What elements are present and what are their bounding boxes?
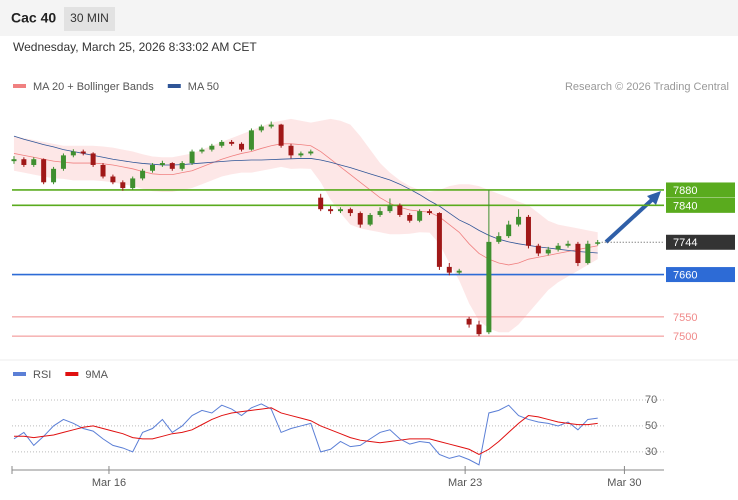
timestamp: Wednesday, March 25, 2026 8:33:02 AM CET bbox=[13, 40, 257, 54]
candle-body bbox=[189, 151, 195, 164]
candle-body bbox=[199, 149, 205, 152]
candle-body bbox=[565, 243, 571, 246]
interval-button[interactable] bbox=[64, 7, 115, 31]
y-tick-label: 70 bbox=[645, 394, 657, 406]
rsi-line bbox=[13, 403, 598, 466]
x-tick-label: Mar 16 bbox=[92, 477, 126, 489]
candle-body bbox=[308, 151, 314, 154]
candle-body bbox=[555, 245, 561, 250]
arrow-head bbox=[647, 191, 661, 205]
rsi-line bbox=[13, 407, 598, 456]
legend-label: MA 20 + Bollinger Bands bbox=[33, 81, 154, 93]
level-box bbox=[666, 182, 735, 198]
interval[interactable]: 30 MIN bbox=[70, 11, 109, 25]
candle-body bbox=[585, 243, 591, 264]
y-tick-label: 50 bbox=[645, 420, 657, 432]
candle-body bbox=[575, 243, 581, 264]
legend-label: MA 50 bbox=[188, 81, 219, 93]
candle-body bbox=[140, 170, 146, 179]
candle-body bbox=[397, 205, 403, 215]
legend-swatch bbox=[13, 372, 26, 376]
y-tick-label: 30 bbox=[645, 446, 657, 458]
arrow bbox=[604, 195, 657, 244]
level-label: 7550 bbox=[673, 312, 697, 324]
candle-body bbox=[179, 163, 185, 169]
candle-body bbox=[525, 216, 531, 246]
level-box bbox=[666, 267, 735, 283]
level-label: 7840 bbox=[673, 200, 697, 212]
candle-body bbox=[41, 159, 47, 183]
candle-body bbox=[60, 155, 66, 169]
candle-body bbox=[90, 153, 96, 165]
candle-body bbox=[288, 145, 294, 156]
candle-body bbox=[318, 197, 324, 210]
legend-label: 9MA bbox=[85, 369, 108, 381]
x-tick-label: Mar 30 bbox=[607, 477, 641, 489]
legend-label: RSI bbox=[33, 369, 51, 381]
level-label: 7744 bbox=[673, 237, 697, 249]
candle-body bbox=[427, 211, 433, 214]
candle-body bbox=[486, 241, 492, 333]
candle-body bbox=[258, 126, 264, 131]
candle-body bbox=[506, 224, 512, 237]
level-box bbox=[666, 197, 735, 213]
candle-body bbox=[446, 266, 452, 273]
title: Cac 40 bbox=[11, 10, 56, 26]
candle-body bbox=[545, 249, 551, 254]
candle-body bbox=[595, 242, 601, 244]
candle-body bbox=[209, 145, 215, 150]
candle-body bbox=[80, 151, 86, 154]
legend-swatch bbox=[65, 372, 79, 376]
candle-body bbox=[347, 209, 353, 214]
candle-body bbox=[337, 209, 343, 212]
candle-body bbox=[219, 141, 225, 146]
bollinger-band bbox=[13, 118, 598, 333]
top-bar bbox=[0, 0, 738, 36]
level-label: 7880 bbox=[673, 185, 697, 197]
candle-body bbox=[229, 141, 235, 144]
candle-body bbox=[417, 211, 423, 221]
candle-body bbox=[535, 245, 541, 254]
candle-body bbox=[31, 159, 37, 165]
level-label: 7660 bbox=[673, 269, 697, 281]
candle-body bbox=[21, 159, 27, 165]
legend-swatch bbox=[167, 84, 181, 88]
candle-body bbox=[377, 211, 383, 215]
candle-body bbox=[70, 151, 76, 156]
candle-body bbox=[436, 213, 442, 267]
candle-body bbox=[367, 214, 373, 225]
candle-body bbox=[407, 214, 413, 221]
ma20-line bbox=[13, 143, 598, 266]
candle-body bbox=[248, 130, 254, 150]
candle-body bbox=[278, 124, 284, 146]
candle-body bbox=[456, 270, 462, 273]
candle-body bbox=[466, 318, 472, 325]
candle-body bbox=[120, 182, 126, 189]
candle-body bbox=[476, 324, 482, 335]
candle-body bbox=[130, 178, 136, 189]
candle-body bbox=[149, 164, 155, 171]
candle-body bbox=[496, 236, 502, 242]
candle-body bbox=[11, 159, 17, 162]
candle-body bbox=[51, 168, 57, 183]
candle-body bbox=[298, 153, 304, 156]
candle-body bbox=[328, 209, 334, 212]
candle-body bbox=[387, 205, 393, 212]
level-label: 7500 bbox=[673, 331, 697, 343]
candle-body bbox=[169, 163, 175, 169]
level-box bbox=[666, 234, 735, 250]
legend-swatch bbox=[13, 84, 26, 88]
candle-body bbox=[268, 124, 274, 127]
candle-body bbox=[239, 143, 245, 150]
candle-body bbox=[516, 216, 522, 225]
candle-body bbox=[357, 213, 363, 225]
candle-body bbox=[110, 176, 116, 183]
candle-body bbox=[159, 163, 165, 165]
credit: Research © 2026 Trading Central bbox=[565, 81, 729, 93]
candle-body bbox=[100, 164, 106, 177]
x-tick-label: Mar 23 bbox=[448, 477, 482, 489]
